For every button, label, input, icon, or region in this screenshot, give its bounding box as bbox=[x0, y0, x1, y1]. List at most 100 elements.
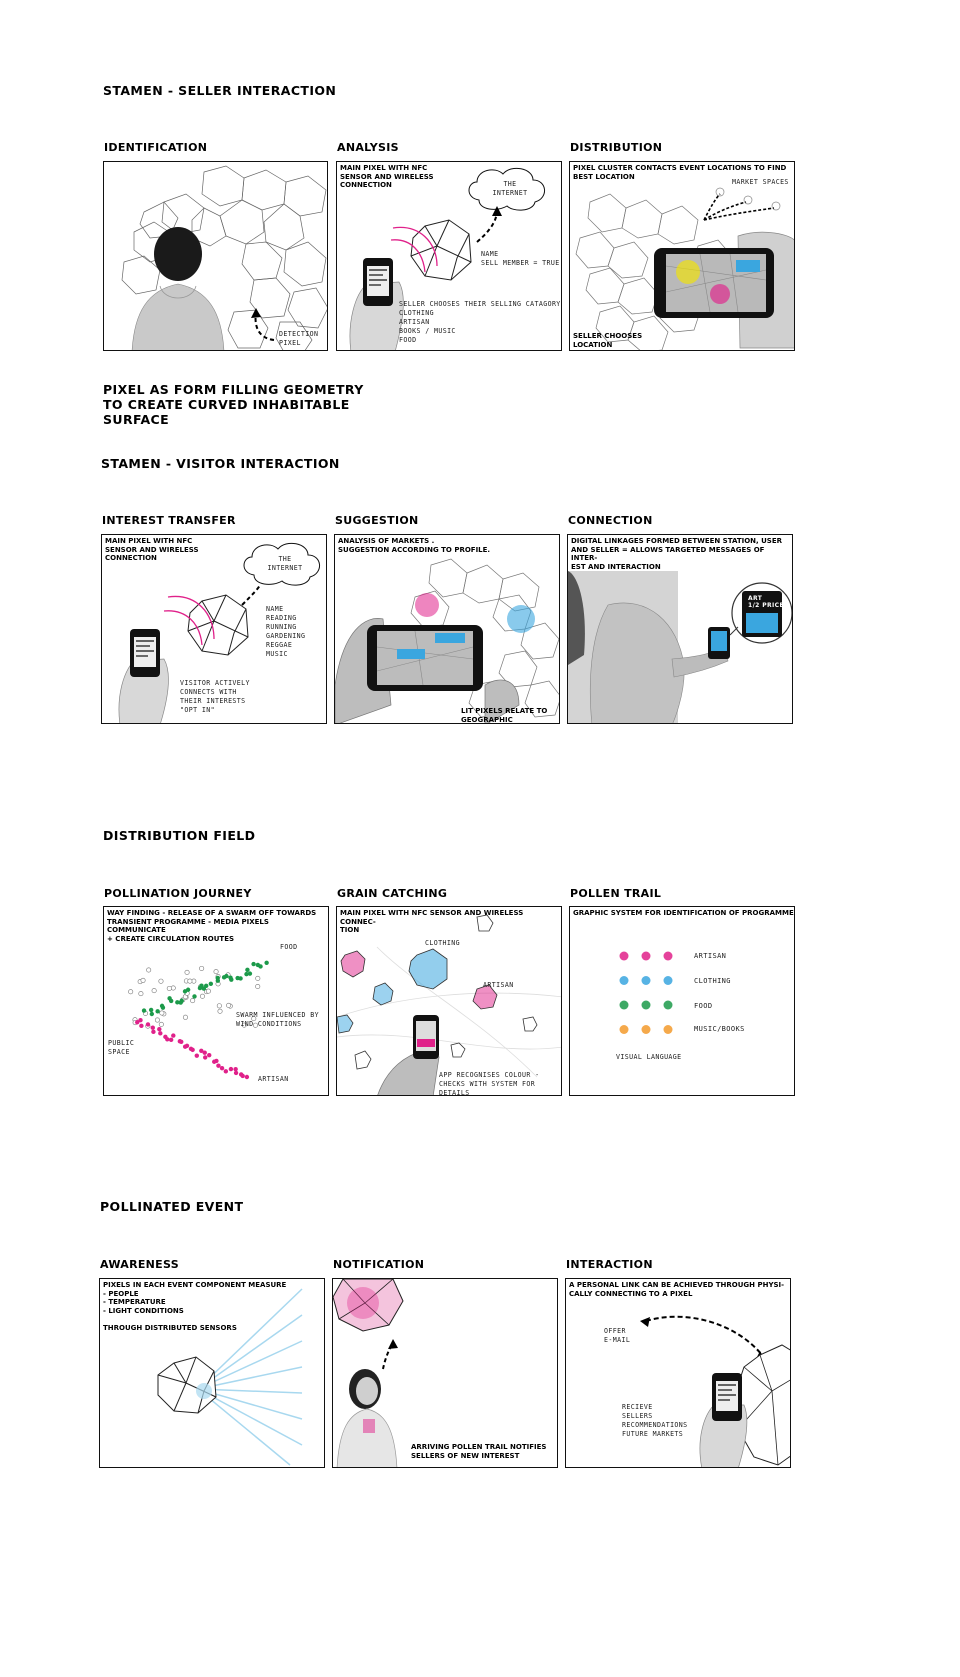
panel-title-suggestion: SUGGESTION bbox=[335, 514, 419, 527]
grain-catching-illustration bbox=[337, 914, 561, 1095]
panel-identification: DETECTION PIXEL bbox=[103, 161, 328, 351]
panel-interest-transfer: MAIN PIXEL WITH NFC SENSOR AND WIRELESS … bbox=[101, 534, 327, 724]
food-particle bbox=[167, 996, 172, 1001]
artisan-particle bbox=[151, 1029, 156, 1035]
note-seller-chooses-location: SELLER CHOOSES LOCATION bbox=[573, 332, 643, 349]
artisan-particle bbox=[216, 1063, 221, 1068]
section-title-pollinated: POLLINATED EVENT bbox=[100, 1199, 244, 1214]
panel-title-analysis: ANALYSIS bbox=[337, 141, 399, 154]
caption-suggestion: ANALYSIS OF MARKETS . SUGGESTION ACCORDI… bbox=[338, 537, 491, 554]
panel-notification: ARRIVING POLLEN TRAIL NOTIFIES SELLERS O… bbox=[332, 1278, 558, 1468]
legend-food: FOOD bbox=[694, 1002, 713, 1010]
label-artisan: ARTISAN bbox=[258, 1075, 289, 1083]
panel-title-grain-catching: GRAIN CATCHING bbox=[337, 887, 448, 900]
section-title-distribution: DISTRIBUTION FIELD bbox=[103, 828, 256, 843]
food-particle bbox=[251, 961, 256, 967]
legend-music-books: MUSIC/BOOKS bbox=[694, 1025, 745, 1033]
legend-dot-clothing bbox=[663, 976, 673, 985]
swarm-particle bbox=[199, 993, 205, 999]
panel-title-interaction: INTERACTION bbox=[566, 1258, 653, 1271]
swarm-particle bbox=[255, 983, 261, 989]
legend-dot-clothing bbox=[619, 976, 629, 985]
artisan-particle bbox=[158, 1031, 163, 1036]
label-visual-language: VISUAL LANGUAGE bbox=[616, 1053, 682, 1061]
food-particle bbox=[264, 960, 269, 965]
swarm-particle bbox=[187, 978, 193, 984]
food-particle bbox=[224, 973, 229, 979]
pollen-legend-dots bbox=[619, 951, 673, 1034]
pixel-cluster-illustration bbox=[121, 165, 327, 350]
artisan-particle bbox=[203, 1055, 208, 1060]
note-selling-category: SELLER CHOOSES THEIR SELLING CATAGORY CL… bbox=[399, 300, 561, 344]
note-interest-list: NAME READING RUNNING GARDENING REGGAE MU… bbox=[266, 605, 306, 658]
label-public-space: PUBLIC SPACE bbox=[108, 1039, 135, 1056]
caption-analysis: MAIN PIXEL WITH NFC SENSOR AND WIRELESS … bbox=[340, 164, 434, 189]
nfc-interest-illustration bbox=[118, 542, 320, 723]
artisan-particle bbox=[238, 1072, 244, 1077]
note-visitor-opt-in: VISITOR ACTIVELY CONNECTS WITH THEIR INT… bbox=[180, 679, 250, 714]
swarm-particle bbox=[217, 1008, 223, 1014]
swarm-particle bbox=[158, 1021, 164, 1027]
suggestion-map-illustration bbox=[335, 558, 559, 723]
artisan-particle bbox=[150, 1025, 155, 1030]
swarm-particle bbox=[226, 1002, 232, 1008]
legend-dot-artisan bbox=[641, 951, 651, 961]
caption-pollination-journey: WAY FINDING - RELEASE OF A SWARM OFF TOW… bbox=[107, 909, 317, 943]
section-title-seller: STAMEN - SELLER INTERACTION bbox=[103, 83, 337, 98]
notification-illustration bbox=[333, 1279, 404, 1467]
section-title-visitor: STAMEN - VISITOR INTERACTION bbox=[101, 456, 340, 471]
food-particle bbox=[185, 987, 191, 992]
panel-grain-catching: MAIN PIXEL WITH NFC SENSOR AND WIRELESS … bbox=[336, 906, 562, 1096]
note-detection-pixel: DETECTION PIXEL bbox=[279, 330, 319, 347]
caption-interaction: A PERSONAL LINK CAN BE ACHIEVED THROUGH … bbox=[569, 1281, 785, 1298]
sensor-rays-illustration bbox=[157, 1288, 303, 1466]
food-particle bbox=[247, 971, 253, 976]
food-particle bbox=[258, 964, 263, 969]
swarm-particle bbox=[151, 988, 157, 994]
food-particle bbox=[175, 1000, 180, 1005]
artisan-particle bbox=[138, 1017, 143, 1023]
food-particle bbox=[208, 981, 214, 986]
food-particle bbox=[179, 998, 184, 1003]
food-particle bbox=[245, 967, 250, 973]
food-particle bbox=[244, 971, 249, 977]
swarm-particle bbox=[241, 1022, 247, 1028]
artisan-particle bbox=[145, 1022, 151, 1027]
panel-awareness: PIXELS IN EACH EVENT COMPONENT MEASURE -… bbox=[99, 1278, 325, 1468]
swarm-particle bbox=[190, 998, 196, 1004]
food-particle bbox=[204, 983, 209, 989]
caption-distribution: PIXEL CLUSTER CONTACTS EVENT LOCATIONS T… bbox=[573, 164, 787, 181]
swarm-particle bbox=[255, 975, 261, 981]
legend-dot-artisan bbox=[619, 951, 629, 961]
ad-badge-art-half-price: ART 1/2 PRICE bbox=[748, 595, 784, 609]
artisan-particle bbox=[139, 1023, 144, 1029]
swarm-particle bbox=[184, 969, 190, 975]
food-particle bbox=[192, 994, 197, 999]
panel-title-distribution: DISTRIBUTION bbox=[570, 141, 663, 154]
swarm-particle bbox=[182, 1014, 188, 1020]
cloud-label-internet: THE INTERNET bbox=[492, 180, 528, 197]
food-particle bbox=[229, 977, 234, 982]
food-particle bbox=[160, 1005, 166, 1010]
panel-distribution: PIXEL CLUSTER CONTACTS EVENT LOCATIONS T… bbox=[569, 161, 795, 351]
artisan-particle bbox=[212, 1059, 217, 1064]
connection-illustration bbox=[568, 571, 792, 723]
caption-interest-transfer: MAIN PIXEL WITH NFC SENSOR AND WIRELESS … bbox=[105, 537, 199, 562]
note-offer-email: OFFER E-MAIL bbox=[604, 1327, 631, 1344]
swarm-particle bbox=[138, 991, 144, 997]
panel-suggestion: ANALYSIS OF MARKETS . SUGGESTION ACCORDI… bbox=[334, 534, 560, 724]
food-particle bbox=[155, 1009, 160, 1014]
caption-pollen-trail: GRAPHIC SYSTEM FOR IDENTIFICATION OF PRO… bbox=[573, 909, 794, 917]
artisan-particle bbox=[233, 1066, 238, 1072]
artisan-particle bbox=[165, 1037, 170, 1042]
swarm-scatter bbox=[128, 960, 269, 1080]
artisan-particle bbox=[168, 1037, 174, 1043]
swarm-particle bbox=[216, 1003, 222, 1009]
artisan-particle bbox=[179, 1039, 184, 1044]
panel-title-identification: IDENTIFICATION bbox=[104, 141, 208, 154]
pixel-geometry-heading: PIXEL AS FORM FILLING GEOMETRY TO CREATE… bbox=[103, 382, 364, 427]
artisan-particle bbox=[219, 1065, 225, 1071]
legend-dot-music-books bbox=[641, 1025, 651, 1034]
panel-title-awareness: AWARENESS bbox=[100, 1258, 179, 1271]
panel-connection: DIGITAL LINKAGES FORMED BETWEEN STATION,… bbox=[567, 534, 793, 724]
